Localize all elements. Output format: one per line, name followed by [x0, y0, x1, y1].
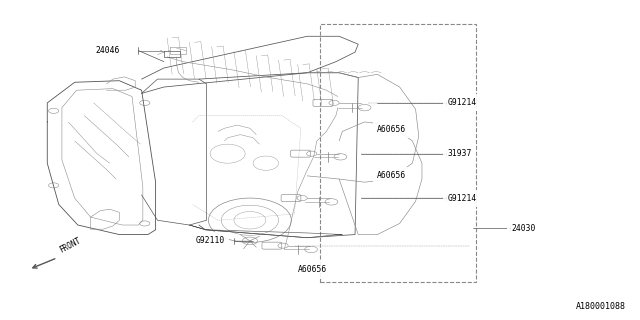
- Text: G91214: G91214: [447, 194, 477, 203]
- Text: 24046: 24046: [96, 46, 120, 55]
- Text: A60656: A60656: [378, 172, 406, 180]
- Text: 24046: 24046: [96, 46, 120, 55]
- Bar: [320, 24, 476, 282]
- Text: 24030: 24030: [511, 224, 536, 233]
- Text: 31937: 31937: [447, 149, 472, 158]
- Text: A60656: A60656: [298, 265, 327, 274]
- Text: FRONT: FRONT: [58, 236, 82, 255]
- Text: A60656: A60656: [378, 125, 406, 134]
- Text: A180001088: A180001088: [576, 302, 626, 311]
- Text: G91214: G91214: [447, 99, 477, 108]
- Text: G92110: G92110: [196, 236, 225, 245]
